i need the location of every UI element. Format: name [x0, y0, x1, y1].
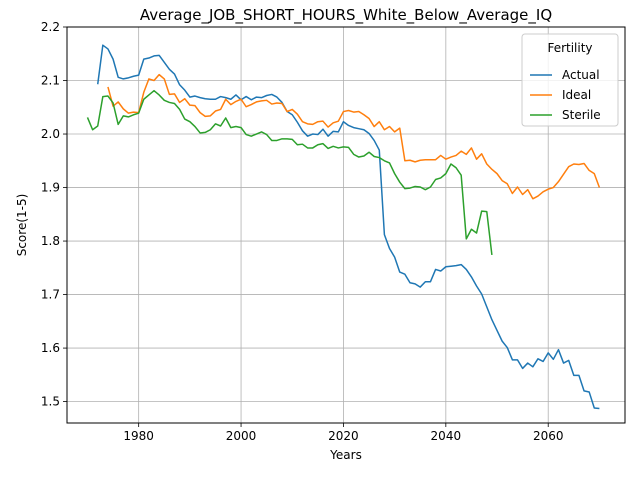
y-axis-label: Score(1-5) — [15, 194, 29, 257]
legend-box — [521, 33, 619, 127]
legend-title: Fertility — [547, 41, 592, 55]
legend-label-sterile: Sterile — [562, 108, 601, 122]
x-tick-label: 2040 — [431, 429, 462, 443]
y-tick-label: 2.2 — [41, 20, 60, 34]
y-tick-label: 1.7 — [41, 288, 60, 302]
x-tick-label: 2060 — [533, 429, 564, 443]
legend-label-ideal: Ideal — [562, 88, 591, 102]
x-tick-label: 2020 — [328, 429, 359, 443]
legend: Fertility Actual Ideal Sterile — [521, 33, 619, 127]
x-tick-label: 2000 — [226, 429, 257, 443]
y-tick-label: 1.6 — [41, 341, 60, 355]
series-layer — [86, 44, 601, 410]
chart-title: Average_JOB_SHORT_HOURS_White_Below_Aver… — [140, 6, 552, 25]
plot-frame — [66, 26, 626, 424]
y-tick-label: 2.1 — [41, 74, 60, 88]
axis-ticks: 1980 2000 2020 2040 2060 1.5 1.6 1.7 1.8 1.9 2.0 2.… — [41, 20, 564, 443]
y-tick-label: 2.0 — [41, 127, 60, 141]
series-line-actual — [96, 44, 600, 410]
y-tick-label: 1.8 — [41, 234, 60, 248]
series-line-ideal — [107, 73, 601, 200]
x-axis-label: Years — [329, 448, 362, 462]
y-tick-label: 1.9 — [41, 181, 60, 195]
x-tick-label: 1980 — [123, 429, 154, 443]
series-line-sterile — [86, 89, 493, 256]
grid — [67, 26, 625, 423]
y-tick-label: 1.5 — [41, 395, 60, 409]
legend-label-actual: Actual — [562, 68, 600, 82]
